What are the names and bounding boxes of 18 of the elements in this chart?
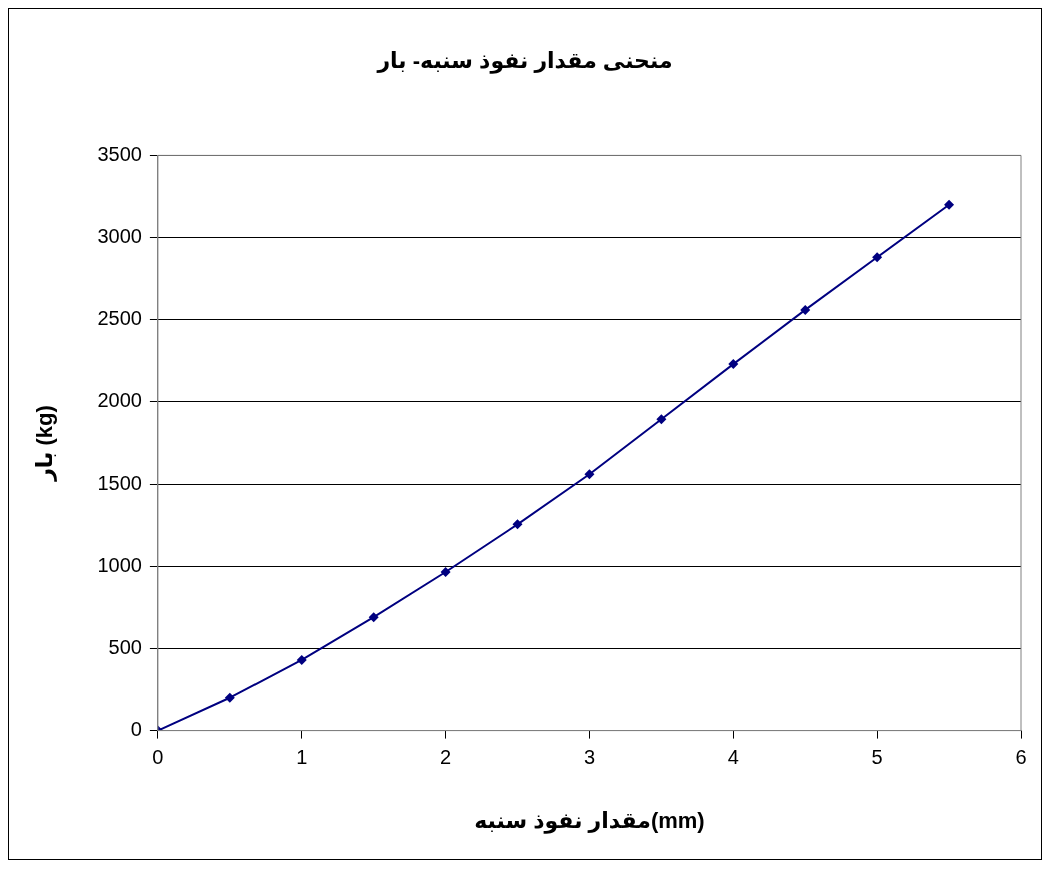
y-tick-label: 3500 xyxy=(97,142,142,165)
y-tick-label: 2500 xyxy=(97,307,142,330)
x-tick-label: 0 xyxy=(152,746,164,769)
chart-title: منحنی مقدار نفوذ سنبه- بار xyxy=(376,48,673,75)
x-tick-label: 4 xyxy=(727,746,739,769)
y-tick-label: 1500 xyxy=(97,471,142,494)
y-tick-label: 500 xyxy=(108,635,142,658)
y-tick-label: 1000 xyxy=(97,553,142,576)
x-tick-label: 3 xyxy=(583,746,596,769)
y-tick-label: 3000 xyxy=(97,225,142,248)
x-tick-label: 6 xyxy=(1015,746,1027,769)
x-tick-label: 5 xyxy=(871,746,883,769)
x-axis-title: مقدار نفوذ سنبه(mm) xyxy=(474,807,705,834)
y-tick-label: 2000 xyxy=(97,389,142,412)
y-tick-label: 0 xyxy=(130,718,142,741)
y-axis-title: بار (kg) xyxy=(32,405,58,482)
x-tick-label: 2 xyxy=(440,746,452,769)
x-tick-label: 1 xyxy=(296,746,308,769)
